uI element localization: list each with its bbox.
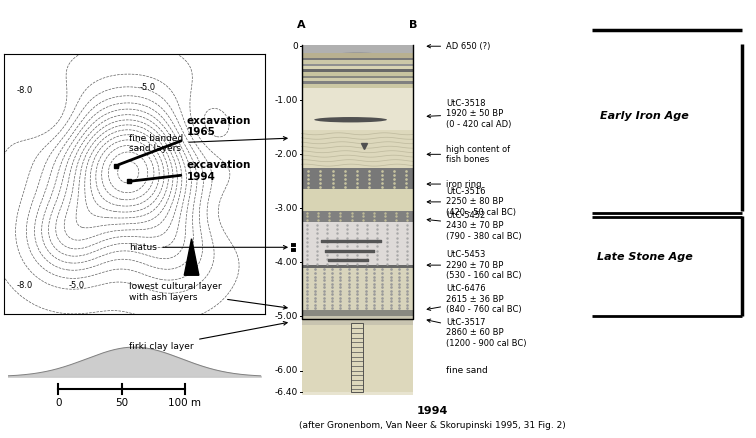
Text: -2.00: -2.00: [274, 150, 298, 159]
Text: excavation
1965: excavation 1965: [119, 116, 251, 165]
Bar: [352, 323, 363, 392]
Text: 1994: 1994: [417, 406, 448, 416]
Text: -5.0: -5.0: [69, 281, 85, 290]
Bar: [302, 72, 413, 76]
Text: UtC-3516
2250 ± 80 BP
(420 - 50 cal BC): UtC-3516 2250 ± 80 BP (420 - 50 cal BC): [427, 187, 516, 217]
Bar: [302, 64, 413, 66]
Text: (after Gronenbom, Van Neer & Skorupinski 1995, 31 Fig. 2): (after Gronenbom, Van Neer & Skorupinski…: [299, 421, 566, 431]
Text: -4.00: -4.00: [274, 258, 298, 267]
Bar: [302, 168, 413, 190]
Bar: [302, 268, 413, 310]
Bar: [302, 60, 413, 64]
Bar: [302, 190, 413, 211]
Text: B: B: [408, 20, 417, 30]
Text: Late Stone Age: Late Stone Age: [596, 252, 692, 262]
Bar: [302, 265, 413, 268]
Text: A: A: [297, 20, 306, 30]
Text: 0: 0: [55, 398, 61, 408]
Text: -5.0: -5.0: [139, 83, 156, 92]
Bar: [302, 53, 413, 57]
Ellipse shape: [319, 52, 395, 73]
Text: -6.00: -6.00: [274, 366, 298, 375]
Text: UtC-5453
2290 ± 70 BP
(530 - 160 cal BC): UtC-5453 2290 ± 70 BP (530 - 160 cal BC): [427, 250, 522, 280]
Text: firki clay layer: firki clay layer: [129, 321, 287, 351]
Text: lowest cultural layer
with ash layers: lowest cultural layer with ash layers: [129, 283, 287, 309]
Bar: [302, 66, 413, 70]
Bar: [302, 81, 413, 84]
Text: 50: 50: [115, 398, 128, 408]
Bar: [302, 45, 413, 395]
Text: -1.00: -1.00: [274, 96, 298, 105]
Bar: [302, 45, 413, 53]
Bar: [302, 317, 413, 325]
Text: 100 m: 100 m: [169, 398, 201, 408]
Bar: [302, 211, 413, 222]
Text: UtC-3518
1920 ± 50 BP
(0 - 420 cal AD): UtC-3518 1920 ± 50 BP (0 - 420 cal AD): [427, 99, 512, 129]
Bar: [302, 70, 413, 72]
Text: high content of
fish bones: high content of fish bones: [427, 145, 510, 164]
Text: -3.00: -3.00: [274, 204, 298, 213]
Bar: [302, 310, 413, 317]
Ellipse shape: [314, 117, 387, 123]
Text: excavation
1994: excavation 1994: [132, 160, 251, 182]
Text: 0: 0: [292, 42, 298, 51]
Bar: [302, 130, 413, 168]
Text: iron ring: iron ring: [427, 180, 482, 188]
Text: UtC-6476
2615 ± 36 BP
(840 - 760 cal BC): UtC-6476 2615 ± 36 BP (840 - 760 cal BC): [427, 284, 522, 314]
Text: -8.0: -8.0: [17, 281, 33, 290]
Text: Early Iron Age: Early Iron Age: [600, 112, 689, 121]
Bar: [302, 76, 413, 78]
Text: -6.40: -6.40: [274, 388, 298, 397]
Text: -5.00: -5.00: [274, 312, 298, 321]
Text: UtC-5452
2430 ± 70 BP
(790 - 380 cal BC): UtC-5452 2430 ± 70 BP (790 - 380 cal BC): [427, 211, 522, 240]
Bar: [302, 222, 413, 265]
Text: fine banded
sand layers: fine banded sand layers: [129, 134, 287, 153]
Bar: [302, 57, 413, 60]
Text: AD 650 (?): AD 650 (?): [427, 42, 491, 51]
Polygon shape: [184, 239, 199, 275]
Bar: [302, 78, 413, 81]
Text: hiatus: hiatus: [129, 243, 287, 252]
Text: -8.0: -8.0: [17, 86, 33, 95]
Bar: [302, 325, 413, 392]
Text: UtC-3517
2860 ± 60 BP
(1200 - 900 cal BC): UtC-3517 2860 ± 60 BP (1200 - 900 cal BC…: [427, 318, 527, 348]
Bar: [302, 84, 413, 88]
Text: fine sand: fine sand: [446, 366, 488, 375]
